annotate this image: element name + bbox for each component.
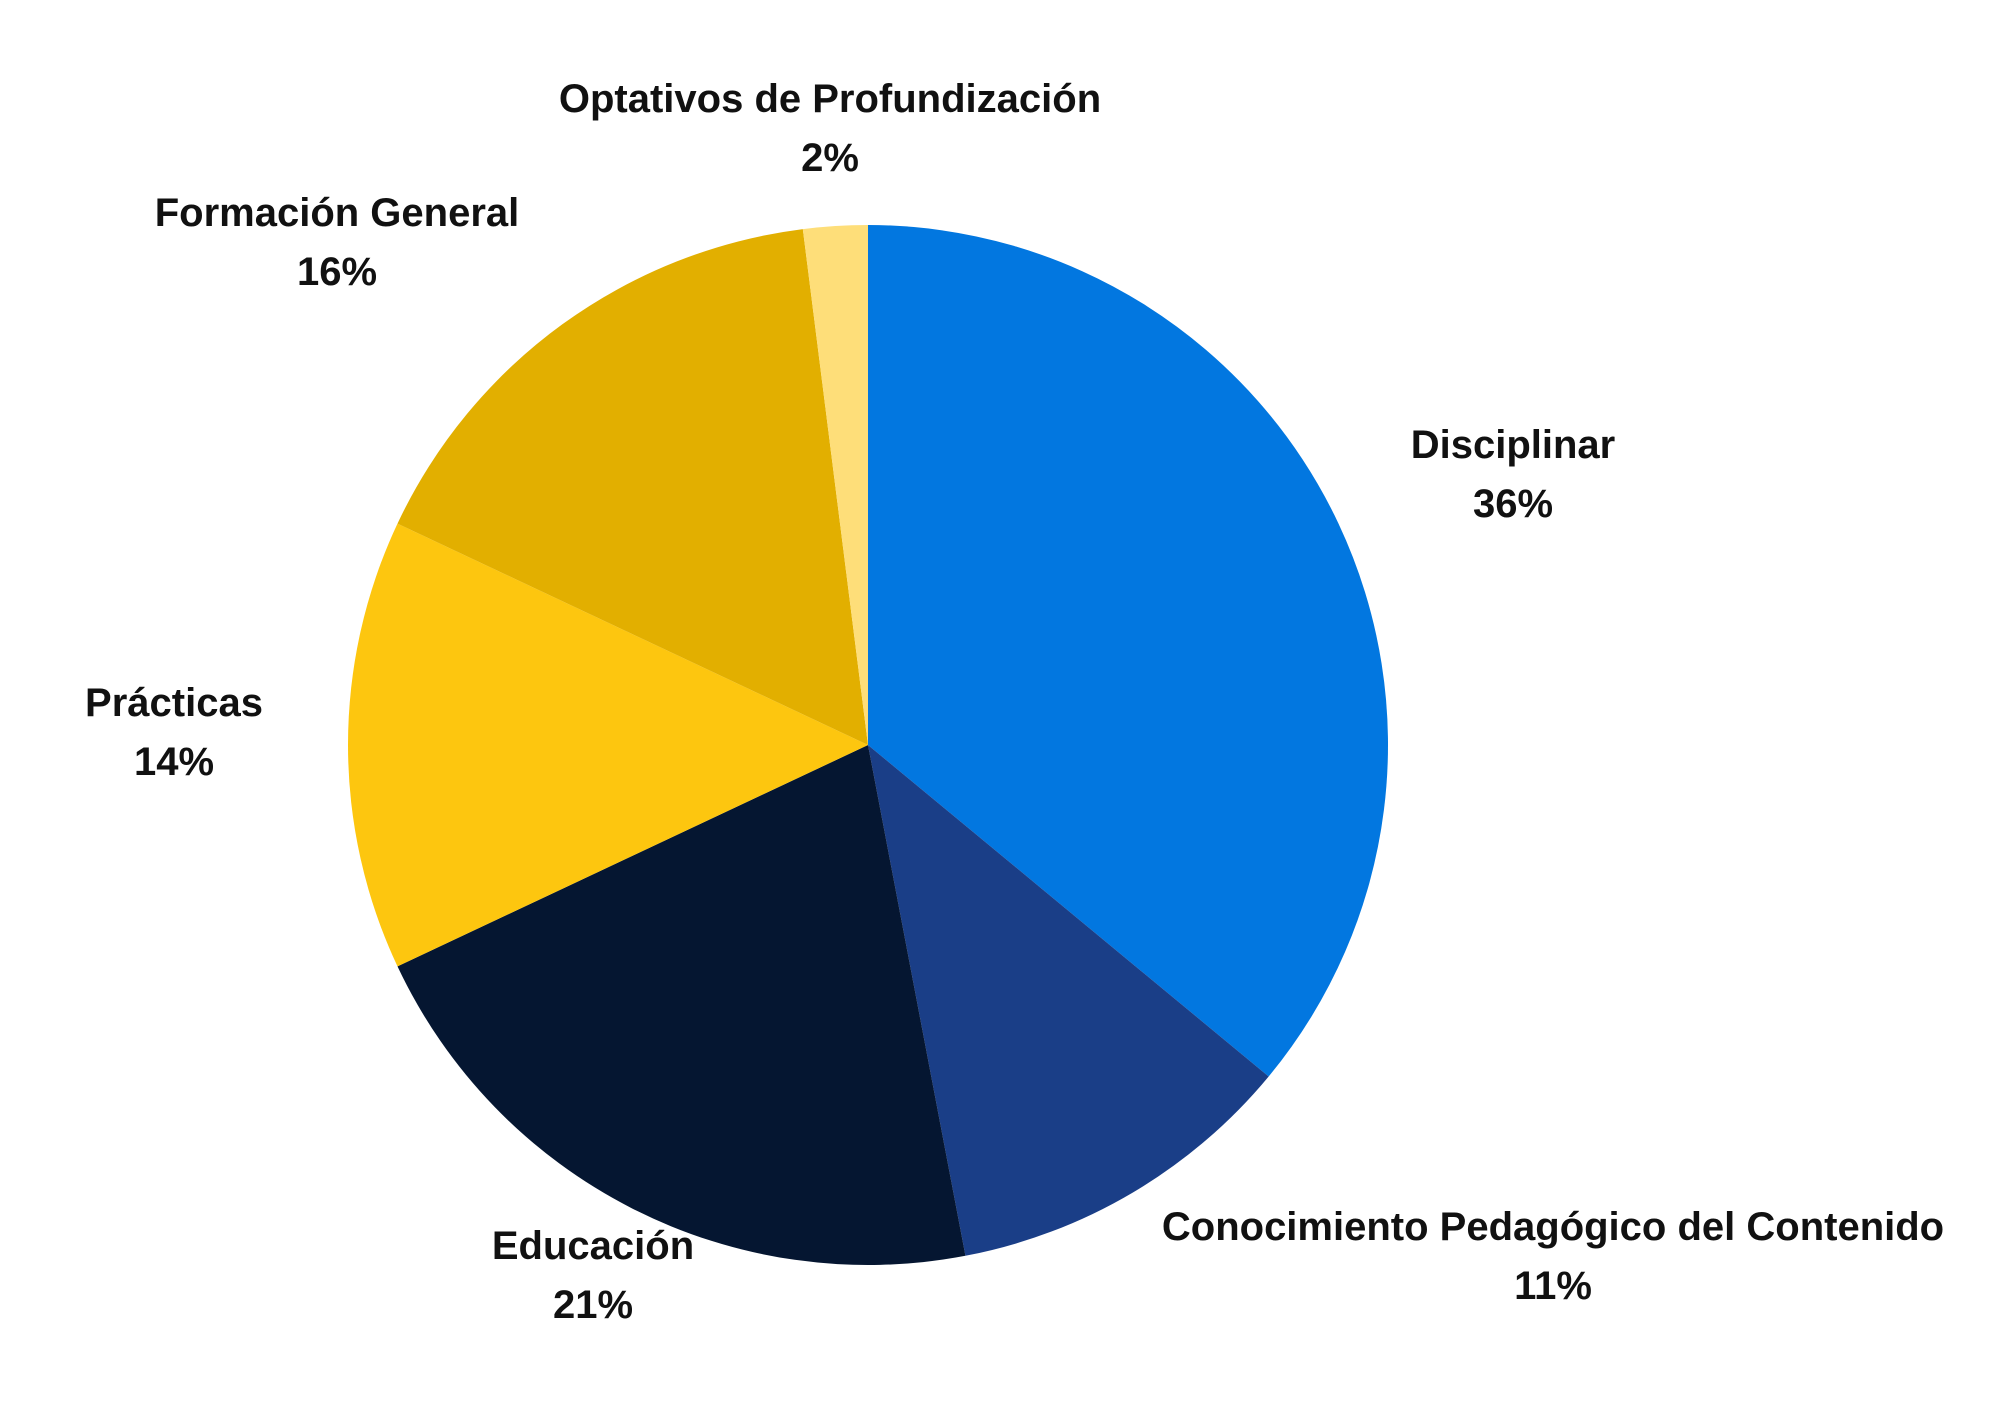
slice-category-label: Formación General xyxy=(155,191,520,235)
slice-category-label: Disciplinar xyxy=(1411,423,1616,467)
pie-slice-conocimiento-pedag-gico-del-contenido xyxy=(868,745,1269,1256)
pie-slice-disciplinar xyxy=(868,225,1388,1077)
pie-slice-optativos-de-profundizaci-n xyxy=(802,225,868,745)
pie-slices xyxy=(348,225,1388,1266)
pie-labels: Disciplinar 36% Conocimiento Pedagógico de… xyxy=(85,77,1944,1327)
slice-percent-label: 2% xyxy=(801,136,859,180)
pie-slice-educaci-n xyxy=(397,745,966,1266)
pie-slice-pr-cticas xyxy=(348,523,868,967)
slice-percent-label: 36% xyxy=(1473,482,1553,526)
slice-category-label: Prácticas xyxy=(85,681,263,725)
slice-percent-label: 21% xyxy=(553,1283,633,1327)
pie-slice-formaci-n-general xyxy=(397,229,868,746)
slice-category-label: Optativos de Profundización xyxy=(559,77,1101,121)
slice-category-label: Educación xyxy=(492,1224,694,1268)
slice-percent-label: 14% xyxy=(134,740,214,784)
slice-percent-label: 16% xyxy=(297,250,377,294)
slice-category-label: Conocimiento Pedagógico del Contenido xyxy=(1162,1205,1944,1249)
slice-percent-label: 11% xyxy=(1514,1264,1592,1308)
